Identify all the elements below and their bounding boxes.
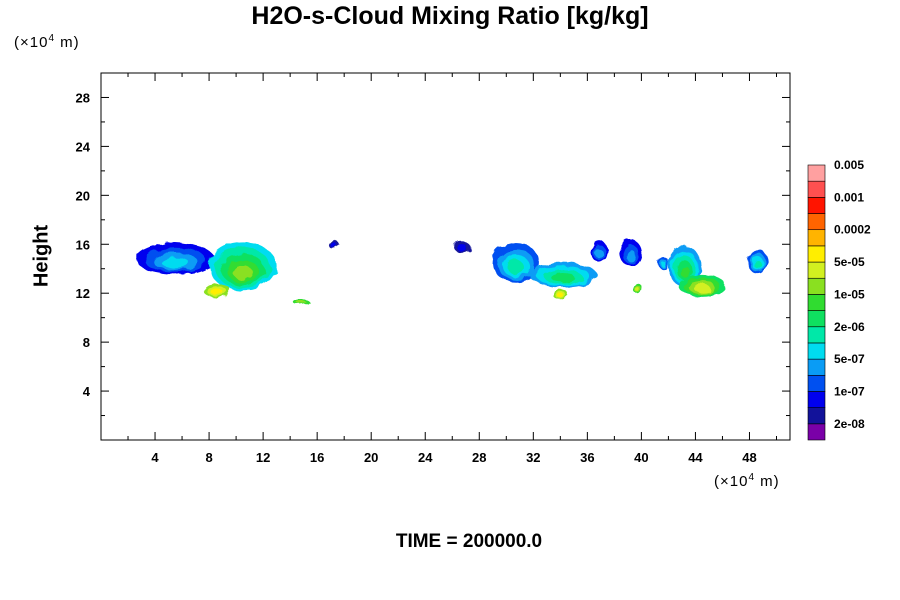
x-tick-label: 32 [526,450,540,465]
colorbar-label: 0.005 [834,158,864,172]
x-tick-label: 36 [580,450,594,465]
colorbar-swatch [807,294,826,311]
colorbar-swatch [807,180,826,198]
y-tick-label: 12 [76,286,90,301]
cloud-contour-level [635,286,640,292]
cloud-patch [747,249,768,274]
x-axis-unit: (×104 m) [714,472,780,490]
x-tick-label: 44 [688,450,703,465]
colorbar-swatch [807,407,826,425]
cloud-contour-level [595,248,604,259]
colorbar-swatch [807,277,826,295]
colorbar-label: 1e-07 [834,384,865,398]
cloud-patch [529,262,597,288]
colorbar-swatch [807,358,826,376]
x-tick-label: 28 [472,450,486,465]
colorbar-label: 1e-05 [834,287,865,301]
cloud-patch [209,241,277,291]
cloud-contour-level [754,260,762,269]
cloud-contour-level [693,284,711,293]
colorbar-swatch [807,310,826,328]
x-tick-label: 12 [256,450,270,465]
y-tick-label: 16 [76,237,90,252]
x-tick-label: 16 [310,450,324,465]
colorbar-label: 5e-07 [834,352,865,366]
colorbar-swatch [807,213,826,231]
colorbar-swatch [807,229,826,247]
cloud-contour-level [556,293,564,298]
colorbar-swatch [807,197,826,214]
x-tick-label: 48 [742,450,756,465]
colorbar-swatch [807,326,826,344]
cloud-contour-level [456,244,467,251]
cloud-patch [633,282,642,294]
colorbar-swatch [807,261,826,279]
colorbar-swatch [807,374,826,392]
x-tick-label: 8 [205,450,212,465]
cloud-field [136,239,768,305]
y-tick-label: 28 [76,90,90,105]
cloud-patch [591,240,608,263]
cloud-contour-level [330,242,337,248]
colorbar-swatch [807,391,826,408]
cloud-patch [552,290,569,299]
cloud-contour-level [551,273,575,282]
cloud-patch [492,243,540,283]
colorbar-swatch [807,164,826,182]
x-tick-label: 24 [418,450,433,465]
colorbar-label: 0.001 [834,190,864,204]
colorbar-label: 2e-06 [834,320,865,334]
y-axis-unit: (×104 m) [14,33,80,51]
x-tick-label: 20 [364,450,378,465]
y-tick-label: 4 [83,384,91,399]
cloud-contour-level [660,261,666,267]
cloud-patch [453,241,470,253]
cloud-patch [619,239,642,267]
colorbar: 2e-08 1e-07 5e-07 2e-06 1e-05 5e-05 0.0002 0.00… [807,158,871,441]
cloud-patch [136,243,215,275]
colorbar-swatch [807,342,826,360]
cloud-contour-level [211,288,224,296]
y-tick-label: 8 [83,335,90,350]
y-tick-label: 20 [76,188,90,203]
plot-frame [100,72,791,441]
cloud-contour-level [233,265,253,280]
cloud-contour-level [625,249,636,262]
cloud-contour-level [161,257,189,269]
chart-title: H2O-s-Cloud Mixing Ratio [kg/kg] [251,2,649,30]
cloud-contour-level [679,265,690,278]
colorbar-swatch [807,423,826,441]
x-tick-label: 40 [634,450,648,465]
cloud-patch [657,256,669,269]
cloud-patch [292,298,310,305]
cloud-patch [203,283,231,299]
cloud-contour-level [295,300,306,305]
colorbar-label: 2e-08 [834,417,865,431]
cloud-patch [678,274,726,297]
cloud-contour-level [507,260,524,275]
colorbar-label: 5e-05 [834,255,865,269]
colorbar-label: 0.0002 [834,223,871,237]
cloud-patch [327,239,339,249]
time-label: TIME = 200000.0 [395,531,543,552]
colorbar-swatch [807,245,826,263]
y-tick-label: 24 [76,139,91,154]
x-tick-label: 4 [151,450,159,465]
